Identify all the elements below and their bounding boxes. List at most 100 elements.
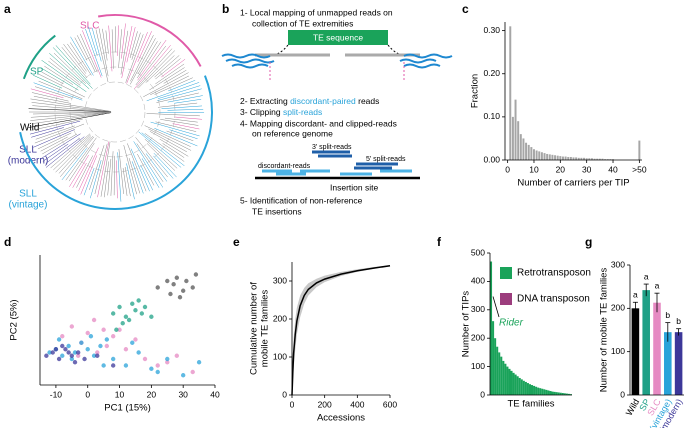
tree-branch [35,125,75,140]
x-tick-label: 400 [350,399,364,409]
text-part: reads [356,96,380,106]
y-axis-label: Fraction [470,74,481,108]
y-axis-label: Number of mobile TE families [599,268,610,393]
bar [596,158,599,160]
bar [604,159,607,160]
bar [524,381,527,395]
tree-branch [105,30,109,54]
line [291,265,391,396]
tree-branch [33,74,63,89]
tree-branch [30,112,112,118]
point [79,340,84,345]
y-tick-label: 100 [611,346,625,356]
tree-branch [61,148,87,181]
bar [494,338,497,395]
site-label: Insertion site [330,182,378,192]
point [69,353,75,358]
bar [528,384,531,395]
bar [653,302,661,395]
point [180,373,186,378]
read-label: 3' split-reads [312,144,352,151]
point [174,275,180,280]
x-tick-label: 40 [608,164,618,174]
tree-branch [38,73,85,98]
point [69,356,75,362]
tree-branch [58,135,94,174]
bar [535,150,538,160]
bar [548,154,551,160]
point [149,366,154,371]
tree-branch [137,41,158,74]
tree-branch [102,28,108,61]
y-tick-label: 200 [273,313,287,323]
tree-branch [145,55,175,83]
point [50,350,55,355]
tree-branch [107,158,112,196]
point [82,356,87,362]
tree-branch [88,26,98,56]
tree-branch [122,168,128,196]
tree-branch [174,116,202,120]
tree-branch [134,45,171,90]
bar [555,392,558,395]
annotation: Rider [499,318,524,329]
bar [516,376,519,395]
y-axis-label: Number of TIPs [461,291,472,358]
group-label: SLL [19,189,37,200]
y-tick-label: 200 [611,303,625,313]
tree-branch [41,71,64,85]
tree-branch [28,112,112,128]
bar [554,155,557,160]
y-tick-label: 0 [620,389,625,399]
tree-branch [153,152,177,178]
text-part: 2- Extracting [240,96,290,106]
point [72,360,78,365]
tree-branch [97,141,110,198]
x-axis-label: TE families [508,399,555,410]
tree-branch [91,27,102,62]
x-tick-label: 30 [582,164,592,174]
tree-branch [31,127,64,138]
tree-branch [44,65,74,85]
significance-letter: b [676,316,681,326]
y-tick-label: 0.30 [483,25,500,35]
bar [569,394,572,395]
step-text: on reference genome [252,128,333,138]
step-text: TE insertions [252,206,302,216]
bar [490,261,493,395]
tree-branch [55,136,92,173]
point [196,360,202,365]
tree-branch [135,137,168,178]
text-part: discordant-paired [290,96,356,106]
tree-branch [161,58,186,78]
pipeline-diagram: 1- Local mapping of unmapped reads on co… [221,7,453,216]
bar [606,159,609,160]
tree-branch [144,125,191,147]
point [130,340,135,345]
bar [556,155,559,160]
x-tick-label: 10 [529,164,539,174]
clade-arc [97,14,202,67]
bar [517,121,520,160]
bar [590,158,593,160]
tree-branch [145,153,168,182]
tree-branch [41,59,87,92]
panel-label: f [437,235,442,249]
point [142,304,148,310]
bar [638,140,641,160]
tree-branch [146,113,200,117]
bar [559,392,562,395]
point [85,347,90,352]
point [66,343,71,349]
panel-label: d [4,235,11,249]
x-tick-label: 0 [505,164,510,174]
tree-branch [146,143,176,171]
bar [496,346,499,395]
bar [537,387,540,395]
tree-branch [121,23,126,59]
step-text: 4- Mapping discordant- and clipped-reads [240,118,397,128]
bar [526,383,529,395]
bar [539,388,542,395]
bar [545,389,548,395]
point [101,327,106,332]
